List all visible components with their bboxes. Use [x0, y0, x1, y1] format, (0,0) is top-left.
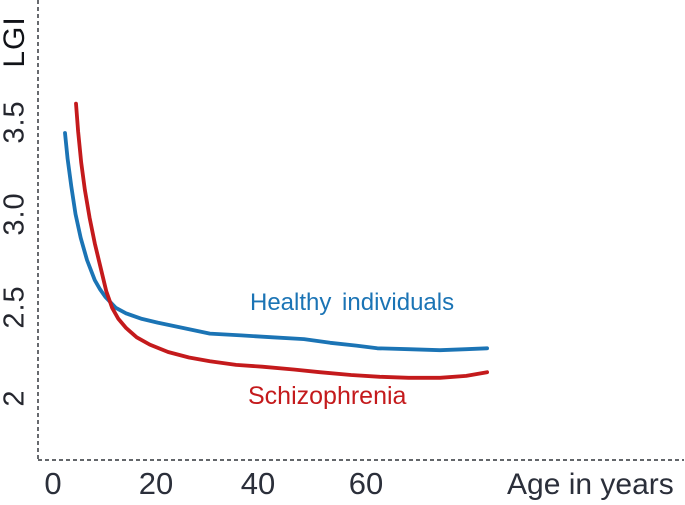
x-tick-60: 60 — [348, 466, 384, 501]
y-tick-2-5: 2.5 — [0, 285, 31, 329]
x-tick-40: 40 — [240, 466, 276, 501]
series-label-schizophrenia: Schizophrenia — [248, 382, 407, 410]
y-axis-title: LGI — [0, 16, 31, 68]
x-tick-20: 20 — [138, 466, 174, 501]
x-axis-title: Age in years — [507, 468, 674, 501]
y-tick-3-0: 3.0 — [0, 192, 31, 236]
x-tick-0: 0 — [44, 466, 62, 501]
line-schizophrenia — [74, 101, 490, 380]
line-healthy-individuals — [63, 131, 490, 353]
series-label-healthy-individuals: Healthy individuals — [250, 289, 455, 316]
series-lines — [63, 101, 490, 380]
y-tick-3-5: 3.5 — [0, 100, 31, 144]
y-tick-2: 2 — [0, 389, 31, 407]
